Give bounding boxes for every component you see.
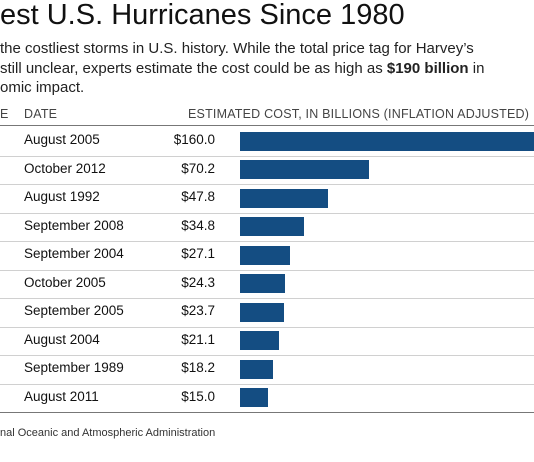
row-divider bbox=[0, 269, 534, 271]
row-cost-label: $47.8 bbox=[181, 189, 215, 205]
row-divider bbox=[0, 212, 534, 214]
row-divider bbox=[0, 155, 534, 157]
row-date-label: August 2005 bbox=[24, 132, 100, 148]
chart-subtitle: the costliest storms in U.S. history. Wh… bbox=[0, 39, 534, 98]
row-date-label: September 2004 bbox=[24, 246, 124, 262]
header-divider bbox=[0, 125, 534, 126]
cost-bar bbox=[240, 160, 369, 180]
subtitle-highlight: $190 billion bbox=[386, 59, 469, 77]
cost-bar bbox=[240, 331, 279, 351]
row-date-label: September 2005 bbox=[24, 303, 124, 319]
row-divider bbox=[0, 383, 534, 385]
row-divider bbox=[0, 355, 534, 356]
chart-title: est U.S. Hurricanes Since 1980 bbox=[0, 0, 405, 31]
subtitle-line-1: the costliest storms in U.S. history. Wh… bbox=[0, 40, 474, 57]
row-date-label: October 2012 bbox=[24, 160, 106, 176]
column-header-cost: ESTIMATED COST, IN BILLIONS (INFLATION A… bbox=[188, 107, 530, 121]
column-header-cut: E bbox=[0, 107, 9, 121]
subtitle-text-after: in bbox=[468, 59, 485, 77]
row-date-label: August 1992 bbox=[24, 189, 100, 205]
cost-bar bbox=[240, 359, 274, 379]
row-date-label: September 2008 bbox=[24, 217, 124, 233]
row-cost-label: $23.7 bbox=[181, 303, 215, 319]
cost-bar bbox=[240, 302, 284, 322]
source-note: nal Oceanic and Atmospheric Administrati… bbox=[0, 427, 216, 439]
row-date-label: September 1989 bbox=[24, 360, 124, 376]
subtitle-line-2: still unclear, experts estimate the cost… bbox=[0, 59, 534, 79]
cost-bar bbox=[240, 188, 328, 208]
row-cost-label: $15.0 bbox=[181, 388, 215, 404]
row-cost-label: $34.8 bbox=[181, 217, 215, 233]
row-cost-label: $24.3 bbox=[181, 274, 215, 290]
row-cost-label: $70.2 bbox=[181, 160, 215, 176]
cost-bar bbox=[240, 388, 268, 408]
subtitle-text-before: still unclear, experts estimate the cost… bbox=[0, 59, 387, 77]
column-header-date: DATE bbox=[24, 107, 58, 121]
row-cost-label: $21.1 bbox=[181, 331, 215, 347]
row-date-label: August 2004 bbox=[24, 331, 100, 347]
subtitle-line-3: omic impact. bbox=[0, 79, 85, 96]
cost-bar bbox=[240, 245, 290, 265]
row-divider bbox=[0, 241, 534, 242]
row-date-label: October 2005 bbox=[24, 274, 106, 290]
row-cost-label: $27.1 bbox=[181, 246, 215, 262]
row-cost-label: $160.0 bbox=[173, 132, 215, 148]
cost-bar bbox=[240, 131, 534, 151]
row-date-label: August 2011 bbox=[24, 388, 99, 404]
cost-bar bbox=[240, 274, 285, 294]
cost-bar bbox=[240, 217, 304, 237]
row-divider bbox=[0, 184, 534, 185]
row-divider bbox=[0, 298, 534, 299]
row-divider bbox=[0, 326, 534, 328]
bottom-divider bbox=[0, 412, 534, 413]
row-cost-label: $18.2 bbox=[181, 360, 215, 376]
